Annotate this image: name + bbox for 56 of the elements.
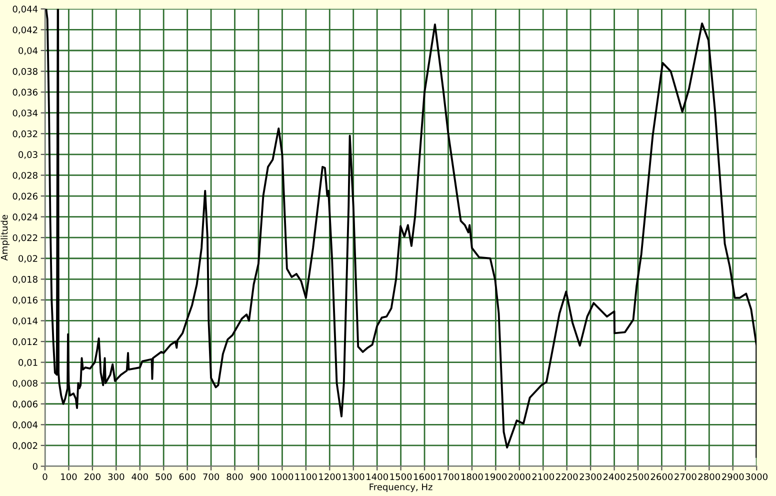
x-tick-label: 300 xyxy=(108,473,124,480)
x-tick-label: 2500 xyxy=(627,473,649,480)
y-tick-label: 0,002 xyxy=(12,442,38,450)
x-tick-label: 2200 xyxy=(556,473,578,480)
x-axis-title: Frequency, Hz xyxy=(370,484,432,492)
x-tick-label: 500 xyxy=(156,473,172,480)
x-tick-label: 2400 xyxy=(603,473,626,480)
y-tick-label: 0,042 xyxy=(12,26,38,34)
y-tick-label: 0,032 xyxy=(12,130,38,138)
y-tick-label: 0,022 xyxy=(12,234,38,242)
x-tick-label: 2000 xyxy=(508,473,530,480)
y-tick-label: 0,03 xyxy=(18,151,38,159)
x-tick-label: 2700 xyxy=(674,473,696,480)
y-tick-label: 0,02 xyxy=(18,255,38,263)
x-tick-label: 1400 xyxy=(366,473,388,480)
x-tick-label: 1700 xyxy=(438,473,460,480)
x-tick-label: 900 xyxy=(250,473,266,480)
y-tick-label: 0,016 xyxy=(12,296,38,304)
y-tick-label: 0,004 xyxy=(12,421,38,430)
x-tick-label: 100 xyxy=(61,473,77,480)
y-tick-label: 0,014 xyxy=(12,317,38,326)
x-tick-label: 2900 xyxy=(722,473,744,480)
y-tick-label: 0 xyxy=(32,462,38,470)
x-tick-label: 2300 xyxy=(580,473,602,480)
x-tick-label: 1000 xyxy=(272,473,294,480)
y-tick-label: 0,026 xyxy=(12,192,38,200)
x-tick-label: 2800 xyxy=(698,473,720,480)
x-tick-label: 700 xyxy=(203,473,220,480)
x-tick-label: 3000 xyxy=(746,473,768,480)
y-tick-label: 0,01 xyxy=(18,359,38,367)
y-axis-title: Amplitude xyxy=(0,214,10,261)
x-tick-label: 1300 xyxy=(342,473,364,480)
y-tick-label: 0,04 xyxy=(18,47,38,55)
x-tick-label: 2100 xyxy=(532,473,554,480)
y-tick-label: 0,036 xyxy=(12,88,38,97)
x-tick-label: 400 xyxy=(132,473,148,480)
x-tick-label: 1900 xyxy=(485,473,507,480)
y-tick-label: 0,024 xyxy=(12,214,38,222)
y-tick-label: 0,018 xyxy=(12,276,38,284)
y-tick-label: 0,038 xyxy=(12,68,38,76)
x-tick-label: 2600 xyxy=(650,473,673,480)
x-tick-label: 0 xyxy=(42,473,48,480)
x-tick-label: 600 xyxy=(179,473,196,480)
x-tick-label: 1600 xyxy=(414,473,436,480)
y-tick-label: 0,034 xyxy=(12,110,38,118)
y-tick-label: 0,008 xyxy=(12,380,38,388)
x-tick-label: 200 xyxy=(84,473,100,480)
y-tick-label: 0,044 xyxy=(12,6,38,14)
y-tick-label: 0,006 xyxy=(12,400,38,408)
x-tick-label: 1100 xyxy=(295,473,317,480)
y-tick-label: 0,012 xyxy=(12,338,38,346)
x-tick-label: 1800 xyxy=(461,473,483,480)
x-tick-label: 800 xyxy=(226,473,243,480)
x-tick-label: 1200 xyxy=(319,473,341,480)
x-tick-label: 1500 xyxy=(390,473,412,480)
y-tick-label: 0,028 xyxy=(12,172,38,180)
